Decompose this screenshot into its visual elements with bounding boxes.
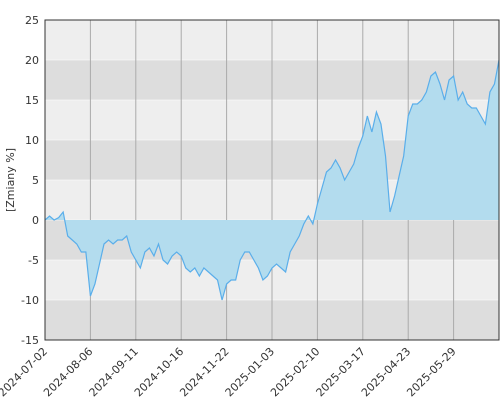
y-tick-label: -5: [28, 254, 39, 267]
y-tick-label: 5: [32, 174, 39, 187]
plot-border: [44, 19, 500, 341]
area: [45, 60, 499, 300]
y-tick-label: 15: [25, 94, 39, 107]
y-tick-label: 25: [25, 14, 39, 27]
y-tick-label: -10: [21, 294, 39, 307]
x-tick-label: 2025-05-29: [404, 345, 458, 399]
y-axis-label: [Zmiany %]: [4, 148, 17, 212]
y-tick-label: 10: [25, 134, 39, 147]
y-tick-label: 0: [32, 214, 39, 227]
y-tick-label: -15: [21, 334, 39, 347]
line: [44, 59, 500, 301]
y-tick-label: 20: [25, 54, 39, 67]
